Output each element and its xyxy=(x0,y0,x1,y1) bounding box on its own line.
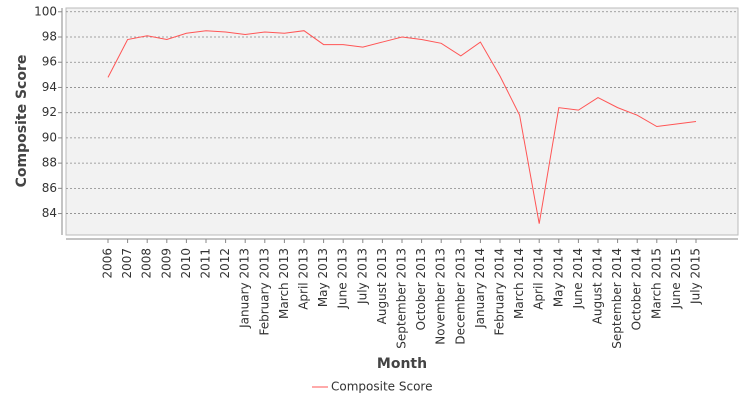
y-tick-label: 100 xyxy=(34,4,57,18)
y-axis-title: Composite Score xyxy=(14,55,30,188)
x-tick-label: 2011 xyxy=(199,248,213,279)
series-line xyxy=(107,30,697,224)
x-tick-label: August 2013 xyxy=(375,248,389,324)
x-tick-label: 2006 xyxy=(101,248,115,279)
x-tick-label: July 2013 xyxy=(355,248,369,305)
x-tick-label: October 2014 xyxy=(630,248,644,330)
x-tick-label: January 2014 xyxy=(473,248,487,329)
y-tick-label: 90 xyxy=(42,130,57,144)
x-tick-label: 2010 xyxy=(179,248,193,279)
x-tick-label: June 2014 xyxy=(571,248,585,310)
x-tick-label: April 2014 xyxy=(532,248,546,310)
y-tick-label: 84 xyxy=(42,206,57,220)
x-tick-label: June 2013 xyxy=(336,248,350,310)
x-tick-label: May 2014 xyxy=(551,248,565,307)
x-tick-label: March 2014 xyxy=(512,248,526,319)
x-tick-label: September 2013 xyxy=(395,248,409,349)
y-tick-label: 98 xyxy=(42,30,57,44)
y-tick-label: 92 xyxy=(42,105,57,119)
x-tick-label: 2009 xyxy=(159,248,173,279)
x-tick-label: May 2013 xyxy=(316,248,330,307)
x-tick-label: January 2013 xyxy=(238,248,252,329)
x-tick-label: June 2015 xyxy=(669,248,683,310)
x-tick-label: 2012 xyxy=(218,248,232,279)
x-tick-label: February 2014 xyxy=(493,248,507,336)
x-tick-label: 2008 xyxy=(140,248,154,279)
y-tick-label: 88 xyxy=(42,156,57,170)
x-axis-title: Month xyxy=(377,356,427,372)
x-tick-label: February 2013 xyxy=(257,248,271,336)
x-tick-label: July 2015 xyxy=(689,248,703,305)
x-tick-label: December 2013 xyxy=(453,248,467,345)
x-tick-label: August 2014 xyxy=(591,248,605,324)
x-tick-label: April 2013 xyxy=(297,248,311,310)
x-tick-label: 2007 xyxy=(120,248,134,279)
x-tick-label: October 2013 xyxy=(414,248,428,330)
x-tick-label: November 2013 xyxy=(434,248,448,345)
y-tick-label: 86 xyxy=(42,181,57,195)
x-tick-label: March 2013 xyxy=(277,248,291,319)
legend-label: Composite Score xyxy=(331,380,432,394)
y-tick-label: 94 xyxy=(42,80,57,94)
y-tick-label: 96 xyxy=(42,55,57,69)
plot-area xyxy=(65,7,739,236)
x-tick-label: March 2015 xyxy=(649,248,663,319)
x-tick-label: September 2014 xyxy=(610,248,624,349)
